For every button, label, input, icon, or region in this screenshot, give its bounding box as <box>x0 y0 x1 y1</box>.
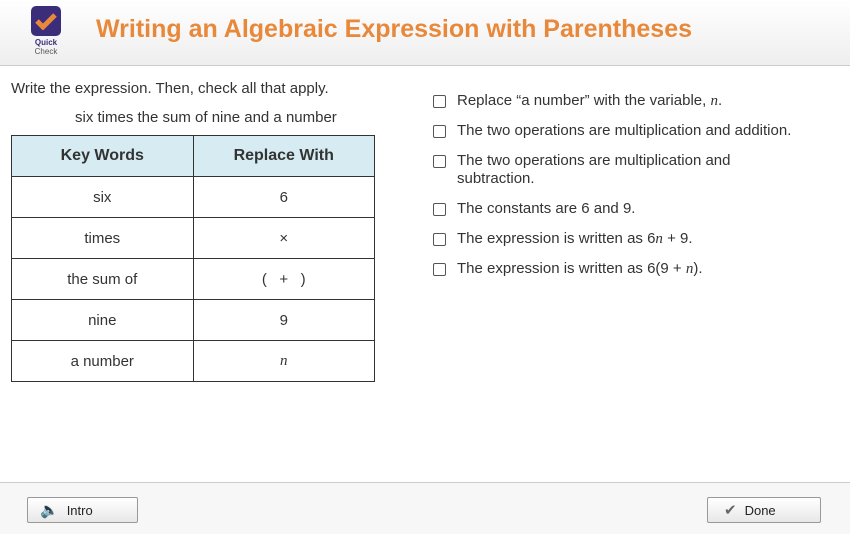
option-3[interactable]: The two operations are multiplication an… <box>433 152 763 188</box>
option-6[interactable]: The expression is written as 6(9 + n). <box>433 260 833 278</box>
option-5[interactable]: The expression is written as 6n + 9. <box>433 230 833 248</box>
key-word: the sum of <box>11 258 194 300</box>
option-label: The constants are 6 and 9. <box>457 200 636 217</box>
replacement: ( + ) <box>192 258 375 300</box>
intro-label: Intro <box>66 502 93 518</box>
replacement: 9 <box>192 299 375 341</box>
quick-check-logo <box>31 6 61 36</box>
table-header-row: Key Words Replace With <box>11 135 375 177</box>
table-row: six 6 <box>11 176 375 218</box>
done-label: Done <box>744 502 776 518</box>
option-label: The two operations are multiplication an… <box>457 152 731 187</box>
footer: 🔈 Intro ✔ Done <box>0 482 850 534</box>
checkbox[interactable] <box>433 125 446 138</box>
page-title: Writing an Algebraic Expression with Par… <box>96 15 692 43</box>
checkbox[interactable] <box>433 95 446 108</box>
table-row: a number n <box>11 340 375 382</box>
option-label: The expression is written as 6(9 + n). <box>457 260 703 277</box>
key-word: nine <box>11 299 194 341</box>
checkbox[interactable] <box>433 263 446 276</box>
speaker-icon: 🔈 <box>40 502 59 519</box>
instruction: Write the expression. Then, check all th… <box>11 80 329 97</box>
option-4[interactable]: The constants are 6 and 9. <box>433 200 833 218</box>
intro-button[interactable]: 🔈 Intro <box>27 497 138 523</box>
checkbox[interactable] <box>433 155 446 168</box>
replacement: 6 <box>192 176 375 218</box>
table-row: nine 9 <box>11 299 375 341</box>
logo-text: Quick Check <box>26 38 66 56</box>
table-row: the sum of( + ) <box>11 258 375 300</box>
key-words-table: Key Words Replace With six 6 times × the su… <box>11 135 375 382</box>
header: Quick Check Writing an Algebraic Expressi… <box>0 0 850 66</box>
option-label: The two operations are multiplication an… <box>457 122 792 139</box>
option-1[interactable]: Replace “a number” with the variable, n. <box>433 92 833 110</box>
replacement: n <box>192 340 375 382</box>
check-icon <box>35 13 57 30</box>
options-list: Replace “a number” with the variable, n.… <box>433 92 833 290</box>
header-key-words: Key Words <box>11 135 194 177</box>
key-word: a number <box>11 340 194 382</box>
replacement: × <box>192 217 375 259</box>
checkbox[interactable] <box>433 233 446 246</box>
option-label: Replace “a number” with the variable, n. <box>457 92 723 109</box>
option-2[interactable]: The two operations are multiplication an… <box>433 122 833 140</box>
logo-line2: Check <box>34 47 58 56</box>
phrase: six times the sum of nine and a number <box>75 109 337 126</box>
checkbox[interactable] <box>433 203 446 216</box>
option-label: The expression is written as 6n + 9. <box>457 230 693 247</box>
key-word: six <box>11 176 194 218</box>
key-word: times <box>11 217 194 259</box>
check-icon: ✔ <box>724 502 737 519</box>
table-row: times × <box>11 217 375 259</box>
done-button[interactable]: ✔ Done <box>707 497 821 523</box>
header-replace-with: Replace With <box>192 135 375 177</box>
logo-line1: Quick <box>34 38 58 47</box>
